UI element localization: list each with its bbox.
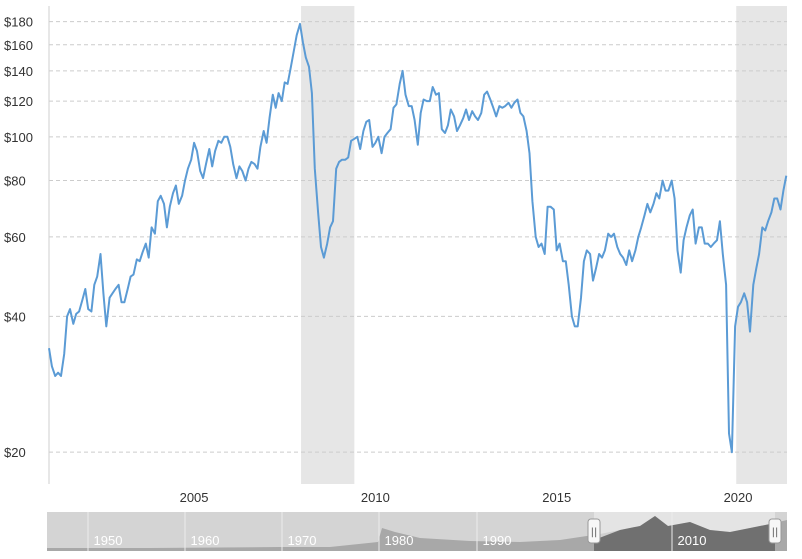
- navigator-handle-right[interactable]: ||: [768, 518, 782, 544]
- navigator-handle-grip: ||: [591, 527, 598, 538]
- navigator-handle-body[interactable]: [768, 518, 782, 544]
- y-tick-label: $40: [4, 309, 26, 324]
- y-tick-label: $60: [4, 230, 26, 245]
- navigator-label: 1950: [94, 533, 123, 548]
- navigator-label: 1980: [385, 533, 414, 548]
- navigator-handle-left[interactable]: ||: [587, 518, 601, 544]
- recession-band-1: [736, 6, 787, 484]
- navigator-label: 1990: [483, 533, 512, 548]
- navigator-handle-body[interactable]: [587, 518, 601, 544]
- y-tick-label: $100: [4, 130, 33, 145]
- navigator-label: 2010: [678, 533, 707, 548]
- x-tick-label: 2010: [361, 490, 390, 505]
- y-tick-label: $140: [4, 64, 33, 79]
- y-tick-label: $180: [4, 15, 33, 30]
- navigator-handle-grip: ||: [772, 527, 779, 538]
- x-tick-label: 2005: [180, 490, 209, 505]
- y-tick-label: $20: [4, 445, 26, 460]
- y-tick-label: $80: [4, 174, 26, 189]
- y-tick-label: $160: [4, 38, 33, 53]
- navigator-selected-area: [594, 516, 775, 551]
- x-tick-label: 2020: [724, 490, 753, 505]
- price-series-line: [48, 22, 788, 454]
- y-tick-label: $120: [4, 94, 33, 109]
- navigator-label: 1960: [191, 533, 220, 548]
- x-tick-label: 2015: [542, 490, 571, 505]
- navigator-label: 1970: [288, 533, 317, 548]
